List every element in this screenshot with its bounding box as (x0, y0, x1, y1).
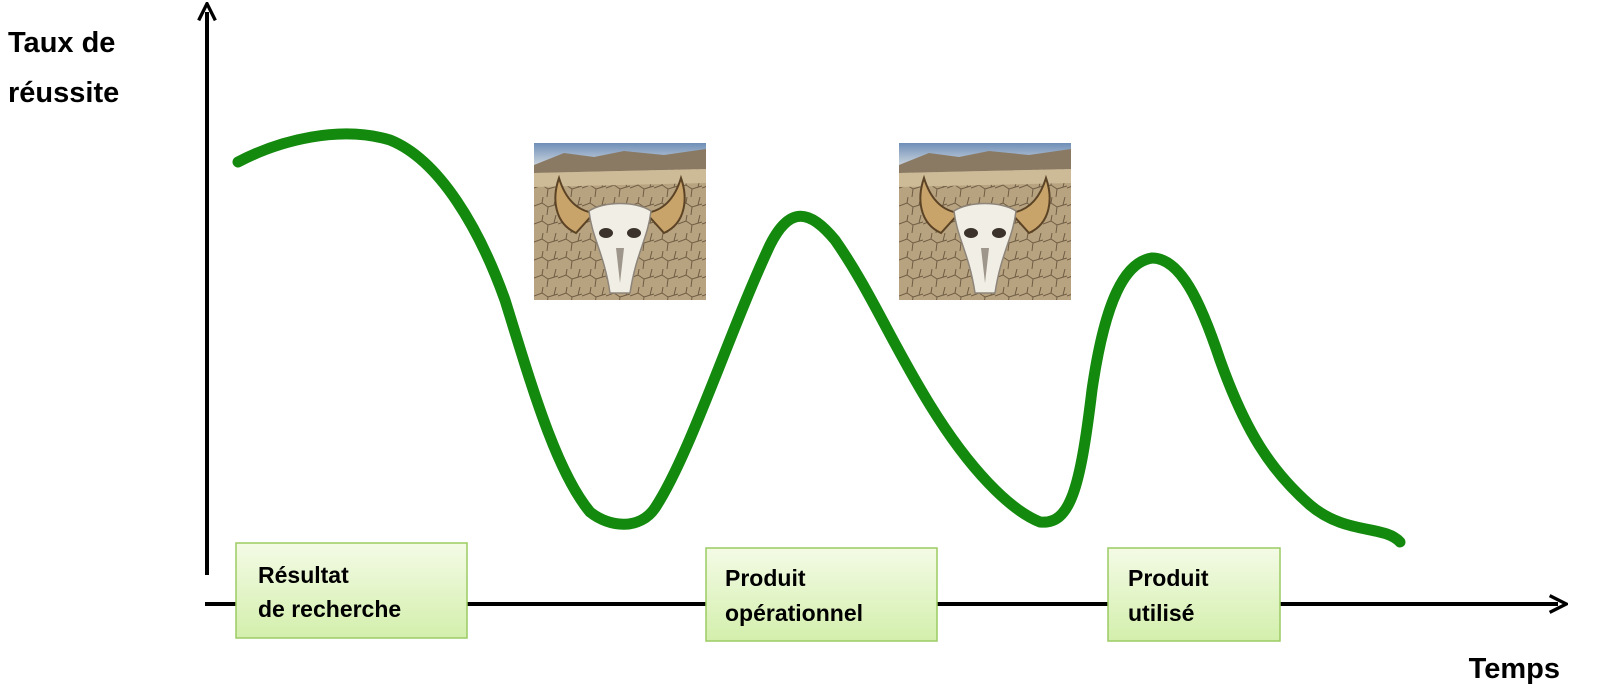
stage-box-bg (705, 547, 938, 642)
y-axis-label-line: réussite (8, 77, 119, 109)
stage-text: utilisé (1128, 600, 1194, 626)
stage-text: de recherche (258, 596, 401, 622)
success-curve (232, 128, 1406, 548)
stage-box-bg (1107, 547, 1281, 642)
stage-box: Résultat de recherche (235, 542, 468, 639)
skull-image (533, 142, 707, 301)
y-axis-label: Taux de réussite (8, 27, 124, 109)
stage-box: Produit opérationnel (705, 547, 938, 642)
stage-text: Produit (1128, 565, 1209, 591)
stage-text: Produit (725, 565, 806, 591)
stage-box-bg (235, 542, 468, 639)
y-axis-label-line: Taux de (8, 27, 115, 59)
skull-image (898, 142, 1072, 301)
stage-text: Résultat (258, 562, 349, 588)
stage-text: opérationnel (725, 600, 863, 626)
stage-box: Produit utilisé (1107, 547, 1281, 642)
x-axis-label: Temps (1469, 653, 1560, 685)
